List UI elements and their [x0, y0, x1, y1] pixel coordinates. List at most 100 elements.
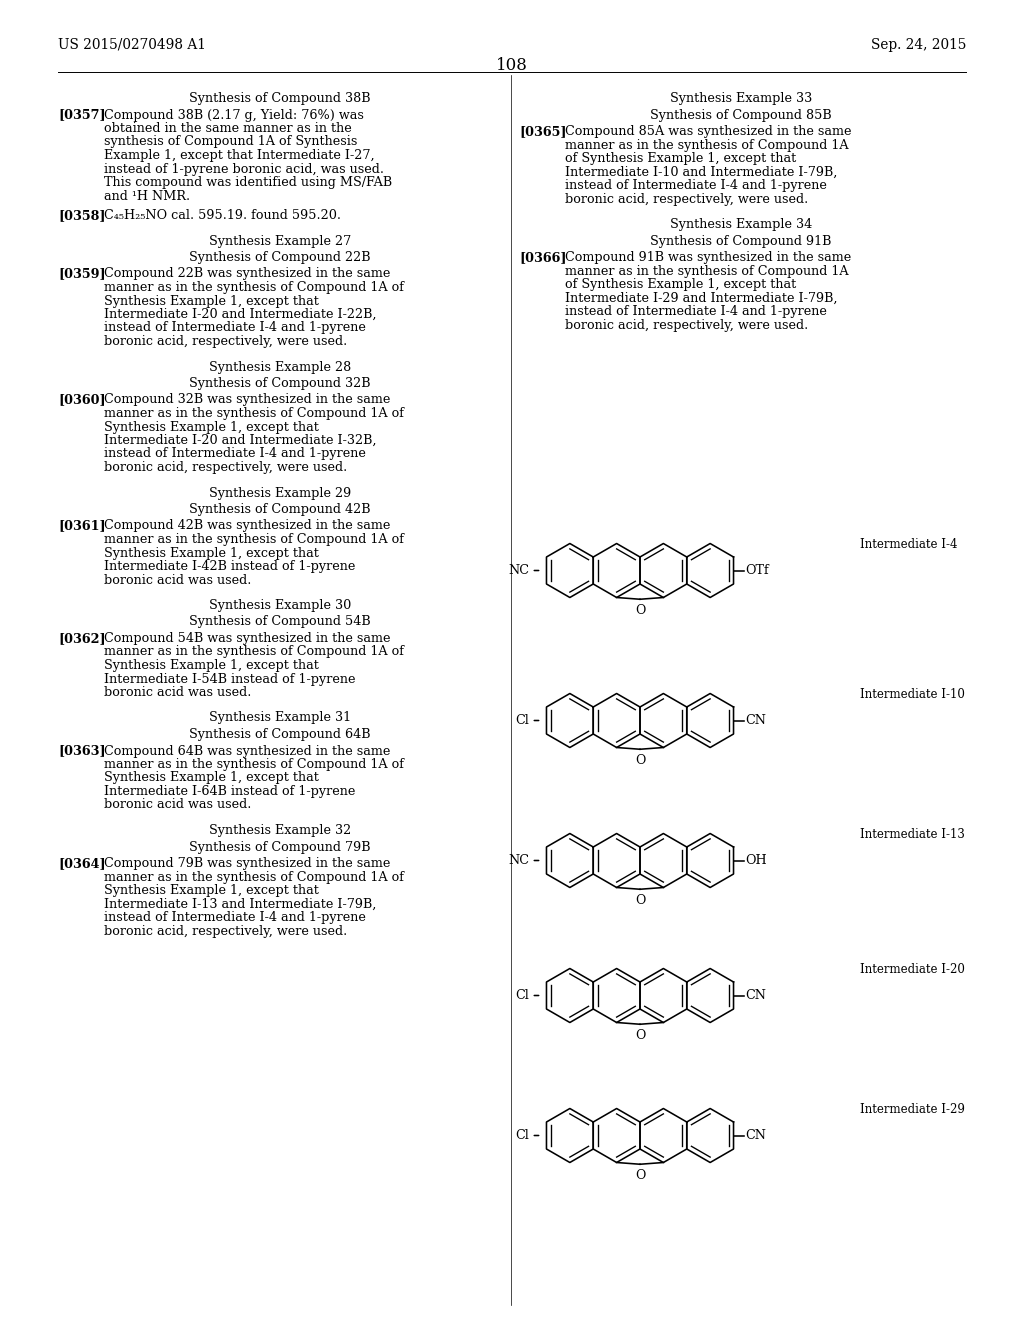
Text: Compound 64B was synthesized in the same: Compound 64B was synthesized in the same [104, 744, 390, 758]
Text: [0357]: [0357] [58, 108, 105, 121]
Text: manner as in the synthesis of Compound 1A: manner as in the synthesis of Compound 1… [565, 264, 849, 277]
Text: 108: 108 [496, 57, 528, 74]
Text: Synthesis of Compound 32B: Synthesis of Compound 32B [189, 378, 371, 389]
Text: Intermediate I-10 and Intermediate I-79B,: Intermediate I-10 and Intermediate I-79B… [565, 165, 838, 178]
Text: NC: NC [509, 564, 529, 577]
Text: Synthesis Example 28: Synthesis Example 28 [209, 360, 351, 374]
Text: Intermediate I-64B instead of 1-pyrene: Intermediate I-64B instead of 1-pyrene [104, 785, 355, 799]
Text: Compound 42B was synthesized in the same: Compound 42B was synthesized in the same [104, 520, 390, 532]
Text: [0366]: [0366] [519, 251, 566, 264]
Text: Synthesis Example 29: Synthesis Example 29 [209, 487, 351, 499]
Text: synthesis of Compound 1A of Synthesis: synthesis of Compound 1A of Synthesis [104, 136, 357, 149]
Text: Compound 54B was synthesized in the same: Compound 54B was synthesized in the same [104, 632, 390, 645]
Text: [0360]: [0360] [58, 393, 105, 407]
Text: manner as in the synthesis of Compound 1A of: manner as in the synthesis of Compound 1… [104, 645, 404, 659]
Text: boronic acid was used.: boronic acid was used. [104, 799, 251, 812]
Text: Synthesis Example 1, except that: Synthesis Example 1, except that [104, 421, 318, 433]
Text: boronic acid, respectively, were used.: boronic acid, respectively, were used. [104, 461, 347, 474]
Text: manner as in the synthesis of Compound 1A of: manner as in the synthesis of Compound 1… [104, 533, 404, 546]
Text: boronic acid was used.: boronic acid was used. [104, 686, 251, 700]
Text: Sep. 24, 2015: Sep. 24, 2015 [870, 38, 966, 51]
Text: Synthesis of Compound 79B: Synthesis of Compound 79B [189, 841, 371, 854]
Text: Synthesis Example 1, except that: Synthesis Example 1, except that [104, 294, 318, 308]
Text: and ¹H NMR.: and ¹H NMR. [104, 190, 190, 202]
Text: instead of Intermediate I-4 and 1-pyrene: instead of Intermediate I-4 and 1-pyrene [104, 322, 366, 334]
Text: Compound 91B was synthesized in the same: Compound 91B was synthesized in the same [565, 251, 851, 264]
Text: [0359]: [0359] [58, 268, 105, 281]
Text: O: O [635, 1170, 645, 1183]
Text: O: O [635, 754, 645, 767]
Text: [0363]: [0363] [58, 744, 105, 758]
Text: Synthesis Example 1, except that: Synthesis Example 1, except that [104, 884, 318, 898]
Text: C₄₅H₂₅NO cal. 595.19. found 595.20.: C₄₅H₂₅NO cal. 595.19. found 595.20. [104, 209, 341, 222]
Text: instead of Intermediate I-4 and 1-pyrene: instead of Intermediate I-4 and 1-pyrene [104, 911, 366, 924]
Text: Compound 32B was synthesized in the same: Compound 32B was synthesized in the same [104, 393, 390, 407]
Text: instead of 1-pyrene boronic acid, was used.: instead of 1-pyrene boronic acid, was us… [104, 162, 384, 176]
Text: boronic acid, respectively, were used.: boronic acid, respectively, were used. [104, 335, 347, 348]
Text: [0361]: [0361] [58, 520, 105, 532]
Text: OH: OH [745, 854, 767, 867]
Text: Intermediate I-29: Intermediate I-29 [860, 1104, 965, 1115]
Text: [0365]: [0365] [519, 125, 566, 139]
Text: Synthesis Example 33: Synthesis Example 33 [670, 92, 812, 106]
Text: Synthesis of Compound 38B: Synthesis of Compound 38B [189, 92, 371, 106]
Text: Synthesis Example 1, except that: Synthesis Example 1, except that [104, 659, 318, 672]
Text: Synthesis Example 30: Synthesis Example 30 [209, 599, 351, 612]
Text: Synthesis Example 27: Synthesis Example 27 [209, 235, 351, 248]
Text: Synthesis Example 1, except that: Synthesis Example 1, except that [104, 546, 318, 560]
Text: Synthesis Example 31: Synthesis Example 31 [209, 711, 351, 725]
Text: instead of Intermediate I-4 and 1-pyrene: instead of Intermediate I-4 and 1-pyrene [104, 447, 366, 461]
Text: US 2015/0270498 A1: US 2015/0270498 A1 [58, 38, 206, 51]
Text: Intermediate I-20 and Intermediate I-32B,: Intermediate I-20 and Intermediate I-32B… [104, 434, 377, 447]
Text: of Synthesis Example 1, except that: of Synthesis Example 1, except that [565, 152, 797, 165]
Text: [0362]: [0362] [58, 632, 105, 645]
Text: manner as in the synthesis of Compound 1A: manner as in the synthesis of Compound 1… [565, 139, 849, 152]
Text: OTf: OTf [745, 564, 769, 577]
Text: Synthesis Example 34: Synthesis Example 34 [670, 218, 812, 231]
Text: O: O [635, 605, 645, 618]
Text: Synthesis Example 1, except that: Synthesis Example 1, except that [104, 771, 318, 784]
Text: boronic acid, respectively, were used.: boronic acid, respectively, were used. [565, 318, 808, 331]
Text: Cl: Cl [516, 1129, 529, 1142]
Text: Synthesis of Compound 85B: Synthesis of Compound 85B [650, 108, 831, 121]
Text: boronic acid was used.: boronic acid was used. [104, 573, 251, 586]
Text: Intermediate I-13: Intermediate I-13 [860, 828, 965, 841]
Text: manner as in the synthesis of Compound 1A of: manner as in the synthesis of Compound 1… [104, 281, 404, 294]
Text: manner as in the synthesis of Compound 1A of: manner as in the synthesis of Compound 1… [104, 407, 404, 420]
Text: [0364]: [0364] [58, 857, 105, 870]
Text: manner as in the synthesis of Compound 1A of: manner as in the synthesis of Compound 1… [104, 870, 404, 883]
Text: Synthesis of Compound 22B: Synthesis of Compound 22B [189, 251, 371, 264]
Text: Compound 85A was synthesized in the same: Compound 85A was synthesized in the same [565, 125, 852, 139]
Text: Intermediate I-10: Intermediate I-10 [860, 688, 965, 701]
Text: Intermediate I-29 and Intermediate I-79B,: Intermediate I-29 and Intermediate I-79B… [565, 292, 838, 305]
Text: This compound was identified using MS/FAB: This compound was identified using MS/FA… [104, 176, 392, 189]
Text: Compound 38B (2.17 g, Yield: 76%) was: Compound 38B (2.17 g, Yield: 76%) was [104, 108, 364, 121]
Text: manner as in the synthesis of Compound 1A of: manner as in the synthesis of Compound 1… [104, 758, 404, 771]
Text: Synthesis of Compound 54B: Synthesis of Compound 54B [189, 615, 371, 628]
Text: Intermediate I-4: Intermediate I-4 [860, 539, 957, 550]
Text: Intermediate I-20 and Intermediate I-22B,: Intermediate I-20 and Intermediate I-22B… [104, 308, 377, 321]
Text: Compound 79B was synthesized in the same: Compound 79B was synthesized in the same [104, 857, 390, 870]
Text: of Synthesis Example 1, except that: of Synthesis Example 1, except that [565, 279, 797, 290]
Text: boronic acid, respectively, were used.: boronic acid, respectively, were used. [565, 193, 808, 206]
Text: Synthesis Example 32: Synthesis Example 32 [209, 824, 351, 837]
Text: Example 1, except that Intermediate I-27,: Example 1, except that Intermediate I-27… [104, 149, 375, 162]
Text: Synthesis of Compound 64B: Synthesis of Compound 64B [189, 729, 371, 741]
Text: boronic acid, respectively, were used.: boronic acid, respectively, were used. [104, 924, 347, 937]
Text: CN: CN [745, 1129, 767, 1142]
Text: NC: NC [509, 854, 529, 867]
Text: [0358]: [0358] [58, 209, 105, 222]
Text: Intermediate I-54B instead of 1-pyrene: Intermediate I-54B instead of 1-pyrene [104, 672, 355, 685]
Text: Cl: Cl [516, 989, 529, 1002]
Text: Synthesis of Compound 42B: Synthesis of Compound 42B [189, 503, 371, 516]
Text: instead of Intermediate I-4 and 1-pyrene: instead of Intermediate I-4 and 1-pyrene [565, 305, 826, 318]
Text: CN: CN [745, 989, 767, 1002]
Text: instead of Intermediate I-4 and 1-pyrene: instead of Intermediate I-4 and 1-pyrene [565, 180, 826, 191]
Text: CN: CN [745, 714, 767, 727]
Text: O: O [635, 1030, 645, 1043]
Text: Compound 22B was synthesized in the same: Compound 22B was synthesized in the same [104, 268, 390, 281]
Text: Intermediate I-42B instead of 1-pyrene: Intermediate I-42B instead of 1-pyrene [104, 560, 355, 573]
Text: obtained in the same manner as in the: obtained in the same manner as in the [104, 121, 352, 135]
Text: Intermediate I-20: Intermediate I-20 [860, 964, 965, 975]
Text: Cl: Cl [516, 714, 529, 727]
